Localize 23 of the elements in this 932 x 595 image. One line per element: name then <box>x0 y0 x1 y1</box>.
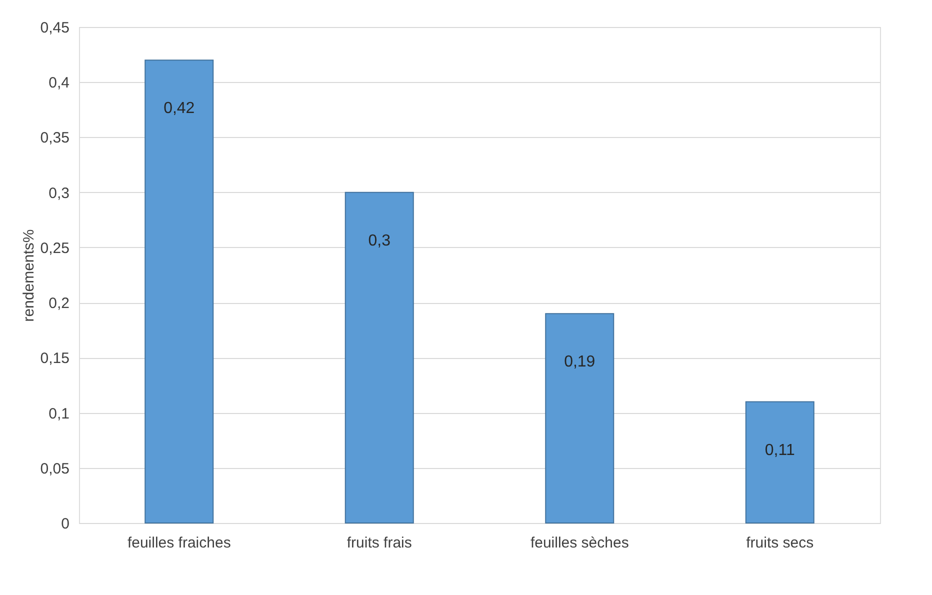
x-tick-label: feuilles sèches <box>530 534 629 552</box>
data-label: 0,42 <box>164 100 195 118</box>
bar <box>144 60 214 524</box>
y-tick-label: 0,1 <box>48 405 70 422</box>
x-tick-label: feuilles fraiches <box>127 534 231 552</box>
data-label: 0,19 <box>564 354 596 371</box>
y-tick-label: 0,3 <box>48 184 70 202</box>
y-tick-label: 0,4 <box>48 74 70 92</box>
x-tick-label: fruits frais <box>346 534 412 552</box>
y-tick-label: 0,45 <box>40 20 70 36</box>
bar <box>545 313 614 524</box>
bar <box>344 192 414 524</box>
y-axis-title: rendements% <box>20 229 38 322</box>
y-tick-label: 0,25 <box>40 240 70 257</box>
data-label: 0,3 <box>368 232 391 250</box>
x-tick-label: fruits secs <box>746 534 814 552</box>
y-tick-label: 0 <box>61 516 70 532</box>
y-tick-label: 0,15 <box>40 350 70 368</box>
bar <box>745 401 814 524</box>
y-tick-label: 0,35 <box>40 130 70 147</box>
y-tick-label: 0,05 <box>40 460 70 478</box>
data-label: 0,11 <box>764 442 795 459</box>
y-tick-label: 0,2 <box>48 295 70 312</box>
